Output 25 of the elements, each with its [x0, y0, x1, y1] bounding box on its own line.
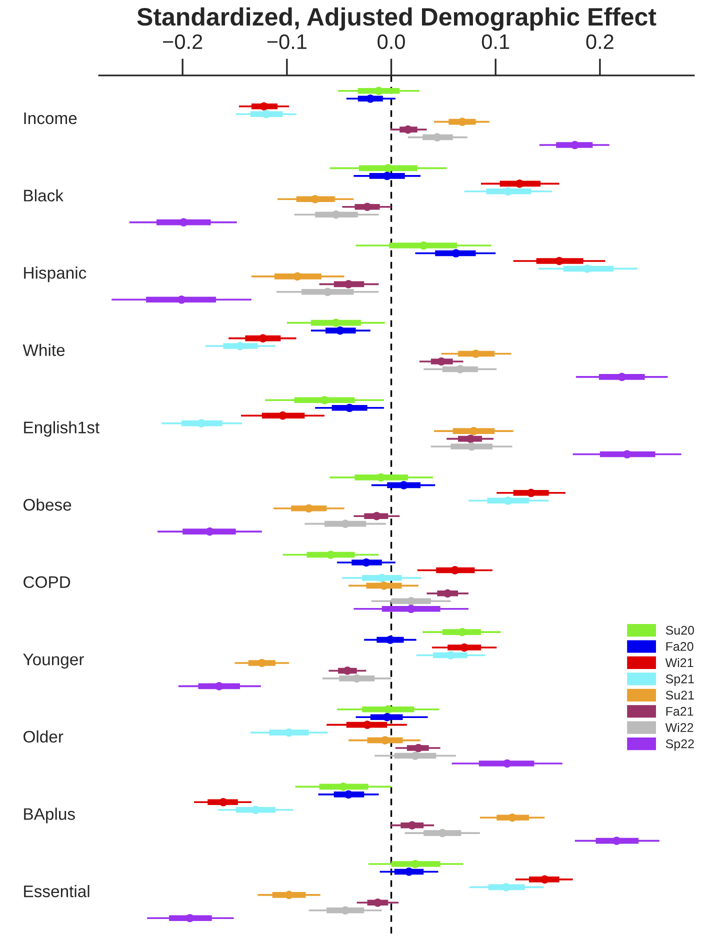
chart-title: Standardized, Adjusted Demographic Effect [137, 7, 656, 31]
x-tick-label: 0.0 [378, 34, 405, 50]
y-tick-label: English1st [24, 421, 100, 437]
x-tick-label: −0.1 [267, 34, 306, 50]
y-tick-label: BAplus [24, 808, 75, 824]
legend-label: Wi21 [665, 658, 694, 668]
legend-label: Su20 [666, 626, 694, 635]
y-tick-label: Black [24, 189, 64, 202]
legend-label: Sp21 [666, 674, 694, 686]
x-tick-label: −0.2 [163, 34, 202, 50]
y-tick-label: Obese [24, 498, 72, 511]
x-tick-label: 0.1 [482, 34, 510, 50]
y-tick-label: Essential [24, 885, 90, 898]
y-tick-label: Younger [23, 654, 84, 669]
legend-label: Wi22 [665, 722, 694, 732]
y-tick-label: Hispanic [24, 266, 86, 282]
y-tick-label: Income [24, 112, 77, 124]
y-tick-label: COPD [24, 576, 70, 588]
y-tick-label: Older [24, 730, 64, 743]
legend-label: Su21 [666, 690, 694, 700]
legend-label: Fa20 [666, 642, 694, 651]
x-tick-label: 0.2 [586, 34, 614, 50]
y-tick-label: White [22, 344, 65, 356]
legend-label: Sp22 [666, 739, 694, 751]
legend-label: Fa21 [666, 706, 694, 716]
